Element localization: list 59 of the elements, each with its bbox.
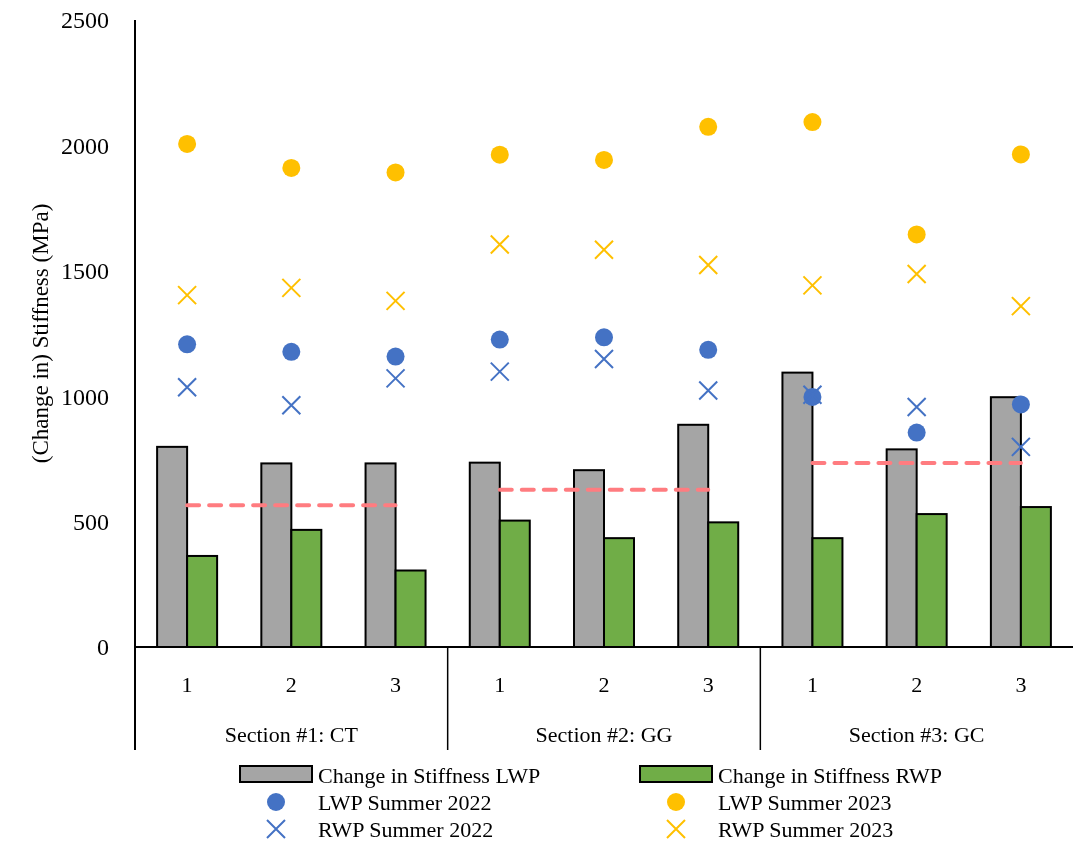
- point: [489, 361, 510, 382]
- point: [803, 113, 822, 132]
- text: Section #1: CT: [224, 722, 359, 747]
- point: [385, 368, 406, 389]
- legend-label: RWP Summer 2023: [718, 816, 894, 842]
- point: [178, 134, 197, 153]
- point: [281, 395, 302, 416]
- x-tick-label: 2: [911, 672, 923, 697]
- point: [594, 239, 614, 260]
- y-tick-label: 2000: [61, 132, 109, 159]
- point: [282, 158, 301, 177]
- point: [906, 264, 927, 285]
- point: [385, 290, 406, 311]
- y-tick-label: 1500: [61, 258, 109, 285]
- x-tick-label: 3: [1015, 672, 1027, 697]
- point: [386, 163, 405, 182]
- point: [1010, 296, 1031, 317]
- point: [594, 349, 614, 370]
- y-tick-label: 2500: [61, 7, 109, 34]
- x-tick-label: 2: [285, 672, 297, 697]
- y-axis-title: (Change in) Stiffness (MPa): [28, 203, 53, 464]
- point: [907, 225, 926, 244]
- point: [699, 340, 718, 359]
- point: [698, 255, 719, 276]
- legend-label: Change in Stiffness RWP: [718, 762, 942, 788]
- y-tick-label: 1000: [61, 383, 109, 410]
- y-tick-label: 500: [73, 509, 109, 535]
- point: [802, 275, 823, 296]
- x-tick-label: 3: [390, 672, 402, 697]
- point: [1011, 145, 1030, 164]
- point: [489, 234, 510, 255]
- x-tick-label: 1: [806, 672, 818, 697]
- point: [386, 347, 405, 366]
- legend-label: LWP Summer 2022: [318, 789, 492, 815]
- point: [698, 380, 719, 401]
- point: [177, 285, 198, 306]
- y-tick-label: 0: [97, 634, 109, 661]
- point: [490, 330, 509, 349]
- point: [595, 328, 613, 347]
- point: [595, 150, 613, 169]
- text: Section #3: GC: [848, 722, 985, 747]
- point: [490, 145, 509, 164]
- point: [1011, 395, 1030, 414]
- point: [906, 396, 927, 417]
- point: [178, 335, 197, 354]
- point: [907, 423, 926, 442]
- x-tick-label: 3: [702, 672, 714, 697]
- legend-label: LWP Summer 2023: [718, 789, 892, 815]
- text: Section #2: GG: [535, 722, 673, 747]
- point: [177, 377, 198, 398]
- x-tick-label: 1: [494, 672, 506, 697]
- x-tick-label: 1: [181, 672, 193, 697]
- legend-label: Change in Stiffness LWP: [318, 762, 541, 788]
- point: [1010, 436, 1031, 457]
- point: [699, 117, 718, 136]
- legend-label: RWP Summer 2022: [318, 816, 494, 842]
- x-tick-label: 2: [598, 672, 610, 697]
- point: [281, 277, 302, 298]
- point: [282, 342, 301, 361]
